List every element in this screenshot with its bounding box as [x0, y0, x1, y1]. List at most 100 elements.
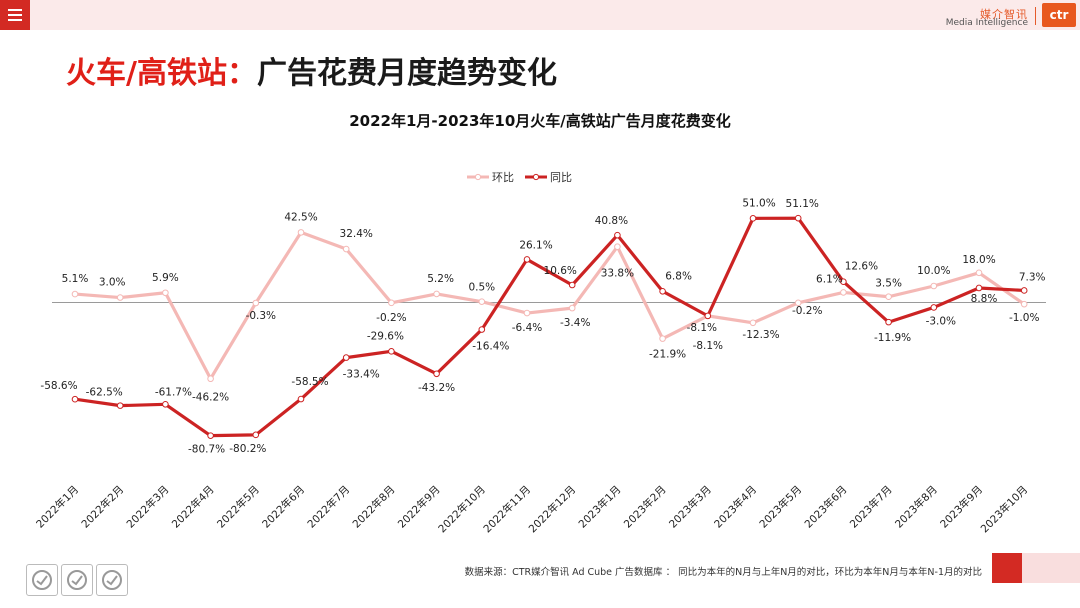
- data-label-yoy: 26.1%: [519, 239, 552, 251]
- sgs-seal-icon: [26, 564, 58, 596]
- legend-item-yoy: 同比: [524, 169, 572, 185]
- data-label-yoy: -80.2%: [229, 443, 266, 455]
- data-label-yoy: -62.5%: [86, 387, 123, 399]
- data-point-mom: [162, 289, 169, 297]
- data-label-yoy: -43.2%: [418, 382, 455, 394]
- data-label-mom: 5.9%: [152, 272, 179, 284]
- ctr-logo: ctr: [1042, 3, 1076, 27]
- data-label-yoy: -33.4%: [343, 369, 380, 381]
- data-point-yoy: [252, 431, 260, 439]
- data-point-mom: [252, 299, 260, 307]
- data-point-mom: [749, 319, 757, 327]
- data-label-mom: -0.3%: [246, 310, 276, 322]
- x-tick-label: 2022年7月: [305, 483, 353, 531]
- data-label-mom: 3.5%: [875, 278, 902, 290]
- page-title: 火车/高铁站：广告花费月度趋势变化: [66, 48, 557, 92]
- x-tick-label: 2022年11月: [481, 483, 533, 535]
- data-label-mom: 5.1%: [62, 273, 89, 285]
- data-point-yoy: [975, 284, 983, 292]
- x-tick-label: 2023年10月: [978, 483, 1030, 535]
- data-label-mom: 5.2%: [427, 273, 454, 285]
- legend-item-mom: 环比: [466, 169, 514, 185]
- data-label-mom: 18.0%: [962, 254, 995, 266]
- footer-red-block: [992, 553, 1022, 583]
- x-tick-label: 2022年12月: [526, 483, 578, 535]
- logo-text-en: Media Intelligence: [945, 18, 1028, 28]
- data-label-yoy: 6.8%: [665, 270, 692, 282]
- data-label-mom: 33.8%: [601, 268, 634, 280]
- x-tick-label: 2022年10月: [436, 483, 488, 535]
- x-tick-label: 2022年6月: [259, 483, 307, 531]
- data-point-mom: [297, 229, 305, 236]
- data-point-mom: [930, 282, 938, 290]
- menu-icon[interactable]: [0, 0, 30, 30]
- data-point-mom: [523, 309, 531, 317]
- legend-line-yoy-icon: [525, 173, 547, 181]
- data-point-yoy: [116, 402, 124, 409]
- data-label-yoy: 7.3%: [1019, 271, 1046, 283]
- data-point-mom: [975, 269, 983, 277]
- data-point-mom: [614, 243, 621, 251]
- data-label-mom: 32.4%: [340, 228, 373, 240]
- x-tick-label: 2023年9月: [937, 483, 985, 531]
- data-label-mom: -12.3%: [742, 329, 779, 341]
- x-tick-label: 2022年4月: [169, 483, 217, 531]
- data-label-mom: 42.5%: [284, 211, 317, 223]
- footer-pink-block: [1022, 553, 1080, 583]
- data-label-yoy: 51.1%: [786, 198, 819, 210]
- data-point-yoy: [659, 287, 666, 295]
- legend-label-yoy: 同比: [550, 171, 572, 184]
- sgs-seal-icon: [96, 564, 128, 596]
- legend-label-mom: 环比: [492, 171, 514, 184]
- data-label-mom: -0.2%: [792, 305, 822, 317]
- data-point-mom: [840, 289, 847, 296]
- data-label-mom: -46.2%: [192, 392, 229, 404]
- data-point-yoy: [840, 278, 847, 286]
- data-point-yoy: [478, 326, 486, 333]
- data-point-yoy: [885, 318, 892, 326]
- data-label-yoy: -80.7%: [188, 444, 225, 456]
- data-point-yoy: [704, 312, 712, 320]
- x-tick-label: 2023年2月: [621, 483, 669, 531]
- x-tick-label: 2023年4月: [711, 483, 759, 531]
- data-point-yoy: [794, 214, 802, 222]
- data-label-mom: -21.9%: [649, 349, 686, 361]
- data-point-mom: [1020, 300, 1028, 308]
- data-label-yoy: 10.6%: [544, 265, 577, 277]
- x-tick-label: 2022年1月: [33, 483, 81, 531]
- sgs-seal-icon: [61, 564, 93, 596]
- logo-separator: [1035, 7, 1036, 25]
- data-point-mom: [794, 299, 802, 307]
- data-point-mom: [388, 299, 395, 307]
- data-label-mom: -8.1%: [693, 340, 723, 352]
- data-label-mom: -3.4%: [560, 317, 590, 329]
- data-point-mom: [659, 335, 666, 342]
- data-point-mom: [568, 304, 576, 312]
- data-label-yoy: -58.6%: [40, 380, 77, 392]
- data-label-mom: 0.5%: [468, 282, 495, 294]
- data-label-mom: -0.2%: [376, 312, 406, 324]
- data-label-yoy: -29.6%: [367, 330, 404, 342]
- data-label-yoy: -3.0%: [926, 315, 956, 327]
- data-point-yoy: [930, 304, 938, 311]
- data-point-mom: [478, 298, 486, 305]
- data-point-yoy: [207, 432, 214, 439]
- data-point-yoy: [71, 395, 79, 403]
- chart-title: 2022年1月-2023年10月火车/高铁站广告月度花费变化: [349, 112, 731, 130]
- x-tick-label: 2022年8月: [350, 483, 398, 531]
- data-point-yoy: [162, 401, 169, 408]
- data-point-mom: [116, 294, 124, 301]
- data-label-mom: 10.0%: [917, 265, 950, 277]
- x-tick-label: 2023年8月: [892, 483, 940, 531]
- data-point-yoy: [297, 395, 305, 403]
- data-point-yoy: [614, 231, 621, 239]
- x-tick-label: 2023年3月: [666, 483, 714, 531]
- x-tick-label: 2022年5月: [214, 483, 262, 531]
- x-tick-label: 2022年2月: [79, 483, 127, 531]
- data-label-mom: 3.0%: [99, 277, 126, 289]
- data-label-mom: -6.4%: [512, 322, 542, 334]
- data-source-note: 数据来源：CTR媒介智讯 Ad Cube 广告数据库 ： 同比为本年的N月与上年…: [464, 567, 982, 578]
- data-point-yoy: [388, 348, 395, 355]
- data-point-yoy: [342, 354, 350, 361]
